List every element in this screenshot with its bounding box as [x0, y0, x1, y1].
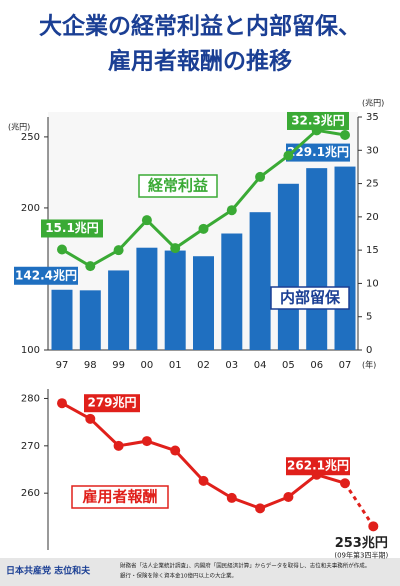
- legend-box: [71, 485, 169, 509]
- bar: [277, 183, 299, 350]
- y2-tick-label: 35: [366, 112, 379, 123]
- series-line: [343, 482, 375, 528]
- bar: [221, 233, 243, 350]
- value-label: 229.1兆円: [287, 144, 349, 159]
- x-tick-label: 05: [282, 360, 295, 371]
- legend-label: 雇用者報酬: [82, 488, 157, 506]
- point: [283, 150, 294, 161]
- y-tick-label: 200: [21, 203, 40, 214]
- point: [255, 171, 266, 182]
- y-tick-label: 270: [21, 441, 40, 452]
- bar: [108, 270, 130, 350]
- point: [198, 475, 209, 486]
- y-unit: (兆円): [8, 122, 30, 132]
- point: [85, 261, 96, 272]
- y-tick-label: 260: [21, 488, 40, 499]
- title-line: 大企業の経常利益と内部留保、: [39, 13, 361, 40]
- footer-source: 財務省「法人企業統計調査」、内閣府「国民経済計算」からデータを取得し、志位和夫事…: [120, 562, 370, 570]
- title-line: 雇用者報酬の推移: [108, 48, 292, 75]
- point: [113, 245, 124, 256]
- bar: [193, 256, 214, 350]
- point: [198, 223, 209, 234]
- x-tick-label: 00: [141, 360, 154, 371]
- value-label-box: [41, 219, 103, 238]
- x-unit: (年): [362, 360, 376, 370]
- value-label: 279兆円: [87, 395, 136, 410]
- point: [283, 491, 294, 502]
- x-tick-label: 01: [169, 360, 182, 371]
- point: [141, 436, 152, 447]
- bar: [334, 166, 356, 350]
- x-tick-label: 06: [310, 360, 323, 371]
- x-tick-label: 97: [56, 360, 69, 371]
- y-tick-label: 280: [21, 393, 40, 404]
- value-label: 15.1兆円: [45, 220, 99, 235]
- point: [57, 398, 67, 409]
- y2-tick-label: 25: [366, 179, 379, 190]
- x-tick-label: 07: [339, 360, 352, 371]
- point: [57, 244, 67, 255]
- x-tick-label: 99: [112, 360, 125, 371]
- point: [340, 478, 350, 489]
- bar: [136, 247, 158, 350]
- y2-tick-label: 10: [366, 278, 379, 289]
- value-label-box: [287, 111, 349, 130]
- bar: [249, 212, 271, 350]
- value-label-box: [84, 394, 140, 413]
- y2-tick-label: 30: [366, 145, 379, 156]
- point: [226, 205, 237, 216]
- point: [85, 413, 96, 424]
- x-tick-label: 02: [197, 360, 210, 371]
- y2-tick-label: 20: [366, 212, 379, 223]
- legend-label: 内部留保: [280, 289, 341, 307]
- value-label-box: [286, 457, 350, 476]
- footer-source: 銀行・保険を除く資本金10億円以上の大企業。: [120, 572, 237, 580]
- legend-box: [138, 174, 218, 198]
- y2-unit: (兆円): [362, 98, 384, 108]
- legend-label: 経常利益: [148, 177, 208, 195]
- y2-tick-label: 15: [366, 245, 379, 256]
- y2-tick-label: 0: [366, 345, 372, 356]
- bar: [164, 250, 186, 350]
- x-tick-label: 04: [254, 360, 267, 371]
- y-tick-label: 100: [21, 345, 40, 356]
- value-label-box: [286, 143, 350, 162]
- point: [170, 445, 181, 456]
- x-tick-label: 98: [84, 360, 97, 371]
- point: [368, 521, 379, 532]
- value-label: 32.3兆円: [291, 112, 345, 127]
- point: [113, 440, 124, 451]
- legend-box: [270, 286, 350, 310]
- point: [255, 503, 266, 514]
- y-tick-label: 250: [21, 132, 40, 143]
- bar: [79, 290, 101, 350]
- x-tick-label: 03: [225, 360, 238, 371]
- footer-author: 日本共産党 志位和夫: [6, 565, 91, 577]
- point: [170, 243, 181, 254]
- y2-tick-label: 5: [366, 312, 372, 323]
- point: [340, 129, 350, 140]
- value-label: 262.1兆円: [287, 458, 349, 473]
- value-label: 142.4兆円: [15, 267, 77, 282]
- footer-band: [0, 558, 400, 586]
- bar: [51, 289, 73, 350]
- point: [141, 215, 152, 226]
- point: [226, 492, 237, 503]
- bar: [306, 168, 328, 350]
- annotation: (09年第3四半期): [334, 550, 388, 559]
- value-label-box: [14, 266, 78, 285]
- value-label: 253兆円: [335, 535, 388, 551]
